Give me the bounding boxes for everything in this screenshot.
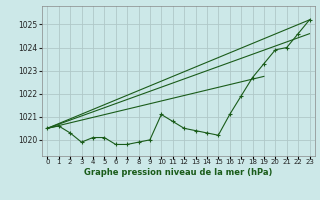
X-axis label: Graphe pression niveau de la mer (hPa): Graphe pression niveau de la mer (hPa) xyxy=(84,168,273,177)
